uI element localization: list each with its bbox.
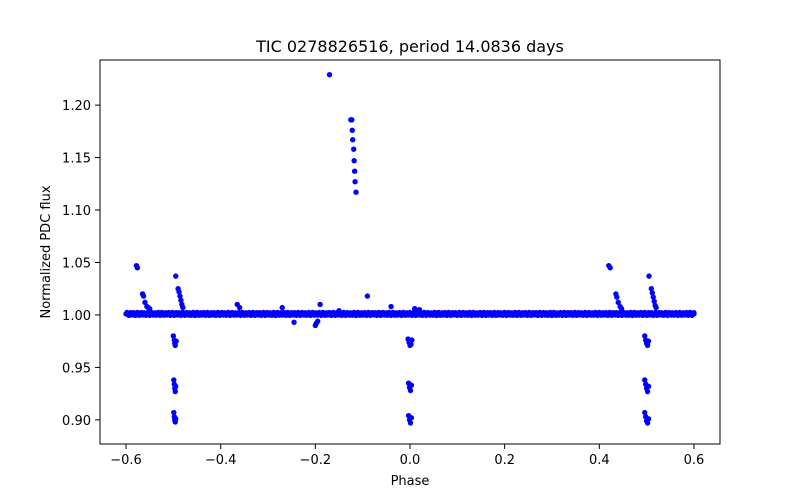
data-point: [171, 377, 177, 383]
data-point: [317, 301, 323, 308]
data-point: [644, 388, 651, 395]
data-point: [173, 273, 179, 279]
data-points: [123, 71, 697, 426]
y-tick-label: 0.95: [62, 361, 91, 376]
y-tick-label: 0.90: [62, 414, 91, 429]
x-tick-label: 0.2: [494, 453, 515, 468]
data-point: [645, 416, 652, 422]
data-point: [407, 387, 414, 394]
data-point: [142, 299, 148, 306]
data-point: [388, 303, 394, 310]
x-tick-label: −0.4: [205, 453, 237, 468]
data-point: [618, 305, 625, 312]
data-point: [686, 310, 692, 316]
baseline-band: [123, 309, 697, 319]
y-tick-label: 1.05: [62, 256, 91, 271]
x-tick-label: 0.0: [400, 453, 421, 468]
data-point: [140, 293, 147, 299]
data-point: [653, 304, 659, 311]
chart-title: TIC 0278826516, period 14.0836 days: [255, 37, 564, 56]
data-point: [351, 168, 358, 174]
data-point: [649, 290, 656, 296]
data-point: [642, 333, 648, 339]
data-point: [352, 179, 358, 185]
data-point: [134, 265, 141, 271]
data-point: [407, 420, 414, 426]
data-point: [648, 286, 655, 292]
data-point: [349, 127, 355, 133]
data-point: [146, 305, 153, 312]
data-point: [644, 342, 651, 349]
data-point: [177, 293, 183, 299]
data-point: [170, 333, 177, 339]
y-axis-label: Normalized PDC flux: [39, 185, 54, 318]
data-point: [350, 146, 357, 152]
data-point: [349, 117, 355, 123]
data-point: [645, 383, 652, 389]
data-point: [409, 337, 415, 343]
data-point: [644, 420, 651, 426]
y-tick-label: 1.00: [62, 309, 91, 324]
data-point: [180, 304, 186, 311]
data-point: [351, 158, 357, 164]
y-axis-ticks: 0.90 0.95 1.00 1.05 1.10 1.15 1.20: [62, 99, 100, 429]
data-point: [350, 137, 356, 143]
data-point: [408, 341, 414, 348]
x-tick-label: 0.6: [684, 453, 705, 468]
data-point: [408, 382, 415, 388]
x-tick-label: 0.4: [589, 453, 610, 468]
data-point: [614, 294, 620, 300]
data-point: [172, 388, 178, 395]
data-point: [412, 305, 418, 312]
x-tick-label: −0.6: [110, 453, 142, 468]
data-point: [279, 304, 285, 311]
data-point: [651, 298, 657, 305]
data-point: [178, 297, 184, 303]
data-point: [642, 409, 648, 416]
data-point: [646, 273, 652, 279]
x-axis-ticks: −0.6 −0.4 −0.2 0.0 0.2 0.4 0.6: [110, 444, 704, 468]
data-point: [607, 265, 613, 271]
data-point: [173, 383, 179, 389]
data-point: [353, 189, 359, 195]
data-point: [315, 318, 321, 324]
data-point: [645, 338, 652, 344]
data-point: [615, 299, 621, 306]
data-point: [123, 311, 129, 317]
x-tick-label: −0.2: [300, 453, 332, 468]
x-axis-label: Phase: [391, 474, 430, 489]
data-point: [173, 416, 179, 422]
data-point: [642, 377, 648, 383]
y-tick-label: 1.10: [62, 204, 91, 219]
data-point: [176, 289, 182, 295]
data-point: [291, 319, 297, 325]
data-point: [364, 293, 371, 299]
data-point: [416, 307, 423, 313]
data-point: [128, 310, 134, 316]
data-point: [172, 342, 178, 349]
data-point: [171, 409, 177, 416]
data-point: [408, 415, 415, 421]
data-point: [336, 308, 342, 314]
data-point: [691, 311, 697, 317]
data-point: [236, 304, 243, 311]
data-point: [650, 294, 656, 300]
data-point: [326, 71, 333, 78]
data-point: [173, 338, 179, 344]
y-tick-label: 1.15: [62, 152, 91, 167]
y-tick-label: 1.20: [62, 99, 91, 114]
